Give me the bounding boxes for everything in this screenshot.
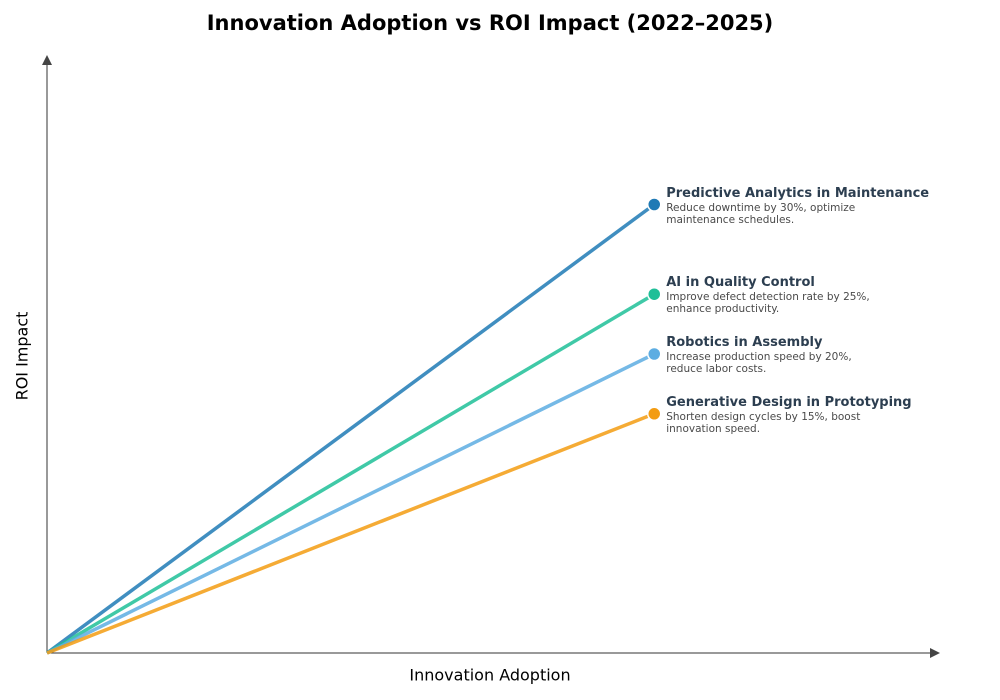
x-axis-label: Innovation Adoption — [409, 666, 570, 685]
series-description: Improve defect detection rate by 25%, en… — [666, 291, 870, 316]
end-point — [646, 286, 662, 302]
series-label: Robotics in Assembly Increase production … — [666, 335, 956, 375]
series-line — [46, 292, 656, 655]
series-label: Generative Design in Prototyping Shorten … — [666, 395, 956, 435]
series-line — [45, 203, 656, 655]
end-point — [646, 346, 662, 362]
series-description: Shorten design cycles by 15%, boost inno… — [666, 410, 861, 435]
series-name: Robotics in Assembly — [666, 335, 823, 350]
end-point — [646, 197, 662, 212]
series-description: Reduce downtime by 30%, optimize mainten… — [666, 201, 856, 226]
x-axis-arrow — [930, 648, 940, 658]
y-axis-arrow — [42, 55, 52, 65]
series-line — [46, 412, 655, 655]
series-name: Predictive Analytics in Maintenance — [666, 185, 930, 201]
series-description: Increase production speed by 20%, reduce… — [666, 351, 852, 375]
end-point — [646, 406, 662, 422]
chart-title: Innovation Adoption vs ROI Impact (2022–… — [207, 11, 774, 35]
y-axis-label: ROI Impact — [13, 312, 32, 401]
series-name: Generative Design in Prototyping — [666, 394, 912, 410]
series-line — [46, 352, 656, 655]
series-name: AI in Quality Control — [666, 275, 815, 291]
series-label: AI in Quality Control Improve defect dete… — [666, 275, 956, 315]
series-label: Predictive Analytics in Maintenance Reduc… — [666, 186, 956, 226]
